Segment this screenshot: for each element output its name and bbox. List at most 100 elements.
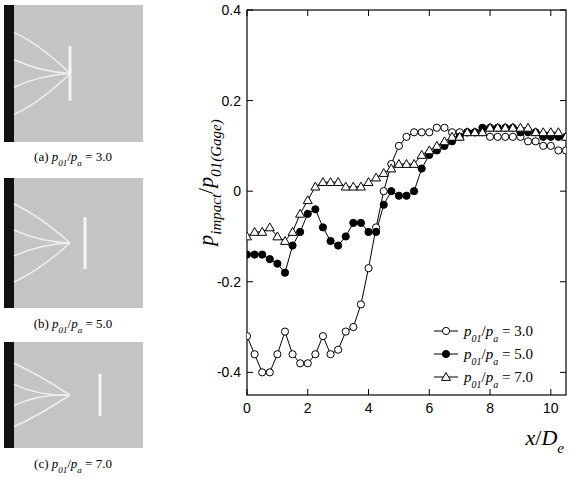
data-point	[334, 178, 343, 186]
data-point	[326, 178, 335, 186]
text-part: 01	[58, 158, 67, 168]
text-part: 01	[472, 356, 482, 367]
data-point	[524, 138, 531, 145]
legend-marker	[442, 373, 451, 381]
data-point	[524, 123, 533, 131]
plot-frame	[247, 10, 566, 395]
shock-line	[14, 230, 70, 243]
shock-line	[14, 384, 70, 395]
data-point	[426, 129, 433, 136]
data-point	[247, 251, 251, 258]
data-point	[297, 228, 304, 235]
data-point	[318, 178, 327, 186]
series-group	[247, 123, 566, 376]
data-point	[274, 351, 281, 358]
x-tick-label: 4	[365, 400, 373, 416]
data-point	[403, 192, 410, 199]
data-point	[350, 323, 357, 330]
y-tick-label: -0.4	[217, 364, 241, 380]
data-point	[502, 124, 509, 131]
text-part: p	[193, 177, 218, 190]
data-point	[448, 132, 457, 140]
data-point	[342, 328, 349, 335]
data-point	[532, 138, 539, 145]
x-tick-label: 2	[304, 400, 312, 416]
y-tick-label: -0.2	[217, 274, 241, 290]
image-caption: (b) p01/pa = 5.0	[34, 316, 113, 335]
photo	[4, 5, 143, 142]
data-point	[379, 169, 388, 177]
y-tick	[560, 191, 566, 192]
x-tick-label: 0	[243, 400, 251, 416]
text-part: = 3.0	[82, 149, 112, 164]
data-point	[365, 265, 372, 272]
series-line	[247, 128, 566, 373]
data-point	[357, 219, 364, 226]
data-point	[388, 188, 395, 195]
data-point	[486, 124, 493, 131]
series-line	[247, 128, 566, 273]
data-point	[387, 164, 396, 172]
mach-disk	[99, 374, 102, 416]
data-point	[432, 141, 441, 149]
data-point	[402, 160, 411, 168]
data-point	[265, 223, 274, 231]
data-point	[335, 346, 342, 353]
text-part: e	[557, 440, 564, 456]
data-point	[288, 227, 297, 235]
data-point	[304, 360, 311, 367]
shock-line	[14, 204, 70, 243]
data-point	[486, 133, 493, 140]
data-point	[335, 242, 342, 249]
text-part: 01	[472, 379, 482, 390]
image-caption: (c) p01/pa = 7.0	[34, 456, 112, 475]
data-point	[516, 123, 525, 131]
x-tick	[368, 10, 369, 16]
data-point	[251, 351, 258, 358]
shock-line	[14, 363, 70, 395]
data-point	[319, 333, 326, 340]
x-tick	[307, 10, 308, 16]
data-point	[319, 224, 326, 231]
data-point	[456, 133, 463, 140]
data-point	[501, 123, 510, 131]
text-part: = 7.0	[82, 456, 112, 471]
data-point	[464, 129, 471, 136]
text-part: p	[193, 235, 218, 248]
y-tick	[560, 372, 566, 373]
data-point	[546, 128, 555, 136]
shock-line	[14, 74, 70, 115]
text-part: = 3.0	[498, 323, 533, 339]
text-part: (a)	[34, 149, 52, 164]
data-point	[418, 129, 425, 136]
x-tick-label: 10	[543, 400, 559, 416]
y-tick-label: 0	[233, 183, 241, 199]
x-tick	[550, 389, 551, 395]
data-point	[259, 251, 266, 258]
text-part: (b)	[34, 316, 52, 331]
data-point	[509, 124, 516, 131]
y-tick	[560, 281, 566, 282]
data-point	[509, 133, 516, 140]
data-point	[312, 206, 319, 213]
nozzle-wall	[4, 342, 14, 448]
image-caption: (a) p01/pa = 3.0	[34, 149, 112, 168]
x-axis-title: x/De	[525, 425, 565, 456]
data-point	[380, 201, 387, 208]
data-point	[251, 251, 258, 258]
y-tick	[247, 281, 253, 282]
data-point	[455, 132, 464, 140]
photo	[4, 178, 143, 308]
x-tick	[550, 10, 551, 16]
legend-marker	[442, 327, 449, 334]
text-part: = 5.0	[498, 346, 533, 362]
data-point	[311, 182, 320, 190]
data-point	[539, 128, 548, 136]
data-point	[494, 124, 501, 131]
data-point	[433, 124, 440, 131]
data-point	[304, 210, 311, 217]
y-axis-title: pimpact/p01(Gage)	[193, 119, 225, 247]
data-point	[297, 360, 304, 367]
shock-line	[14, 395, 70, 427]
data-point	[425, 146, 434, 154]
